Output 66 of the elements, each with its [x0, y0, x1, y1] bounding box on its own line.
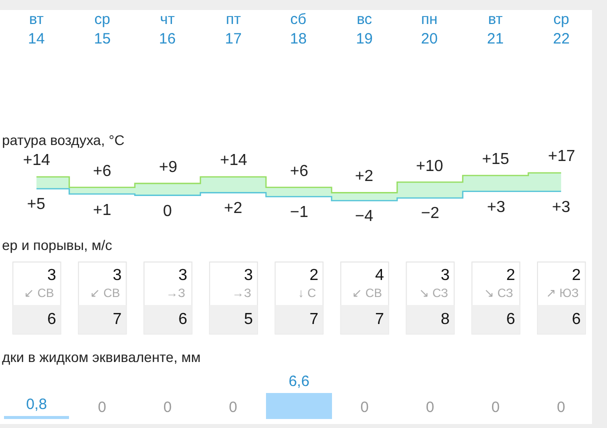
- data-label: +3: [552, 199, 570, 216]
- data-label: 3: [244, 267, 253, 284]
- x-tick-label: ср 15: [94, 11, 111, 48]
- data-label: +15: [482, 151, 510, 168]
- data-label: 3: [178, 267, 188, 284]
- x-tick-label: вт 21: [487, 11, 504, 48]
- data-label: +6: [290, 163, 308, 180]
- category-label: ↙ СВ: [24, 286, 54, 300]
- data-label: 7: [112, 311, 122, 328]
- data-label: 7: [310, 311, 319, 328]
- data-label: +14: [220, 152, 248, 169]
- chart-title: ратура воздуха, °C: [2, 132, 124, 148]
- data-label: 0: [426, 399, 434, 416]
- data-label: +2: [355, 168, 374, 185]
- data-label: 6: [506, 311, 516, 328]
- data-label: 3: [112, 267, 122, 284]
- data-label: 3: [47, 267, 56, 284]
- x-tick-label: вс 19: [356, 11, 373, 48]
- x-tick-label: сб 18: [290, 11, 307, 48]
- data-label: 2: [572, 267, 581, 284]
- data-label: 6: [178, 311, 188, 328]
- data-label: 8: [440, 311, 450, 328]
- x-tick-label: ср 22: [553, 11, 570, 48]
- x-tick-label: чт 16: [159, 11, 176, 48]
- data-label: 0: [228, 399, 238, 416]
- data-label: 4: [375, 267, 384, 284]
- data-label: 3: [440, 267, 450, 284]
- data-label: +5: [27, 196, 46, 213]
- data-label: 0: [98, 399, 106, 416]
- data-label: 2: [506, 267, 516, 284]
- category-label: ↙ СВ: [90, 286, 120, 300]
- data-label: 0: [360, 399, 369, 416]
- data-label: +2: [224, 200, 242, 217]
- x-tick-label: пт 17: [225, 11, 242, 48]
- data-label: 6: [572, 311, 581, 328]
- chart-title: дки в жидком эквиваленте, мм: [2, 349, 201, 365]
- category-label: ↘ СЗ: [484, 286, 514, 300]
- x-tick-label: вт 14: [28, 11, 45, 48]
- data-label: −4: [355, 208, 374, 225]
- category-label: ↘ СЗ: [419, 286, 448, 300]
- category-label: ↗ ЮЗ: [546, 286, 579, 300]
- data-label: 6: [47, 311, 56, 328]
- x-tick-label: пн 20: [421, 11, 438, 48]
- data-label: 2: [310, 267, 319, 284]
- data-label: −2: [421, 205, 440, 222]
- data-label: +14: [23, 152, 50, 169]
- data-label: −1: [290, 204, 308, 221]
- data-label: +10: [416, 158, 444, 175]
- data-label: 0: [491, 399, 500, 416]
- data-label: 0: [163, 399, 172, 416]
- data-label: +3: [487, 199, 506, 216]
- data-label: +6: [93, 163, 112, 180]
- data-label: 0,8: [26, 396, 47, 413]
- data-label: 0: [163, 203, 172, 220]
- data-label: +9: [159, 159, 178, 176]
- category-label: →З: [166, 286, 186, 300]
- data-label: 7: [375, 311, 384, 328]
- data-label: 0: [556, 399, 566, 416]
- text: ер и порывы, м/с: [2, 237, 112, 253]
- category-label: ↓ С: [298, 286, 316, 300]
- data-label: 5: [244, 311, 253, 328]
- data-label: +1: [93, 202, 112, 219]
- data-label: 6,6: [288, 373, 310, 390]
- data-label: +17: [548, 148, 576, 165]
- category-label: →З: [232, 286, 252, 300]
- category-label: ↙ СВ: [352, 286, 382, 300]
